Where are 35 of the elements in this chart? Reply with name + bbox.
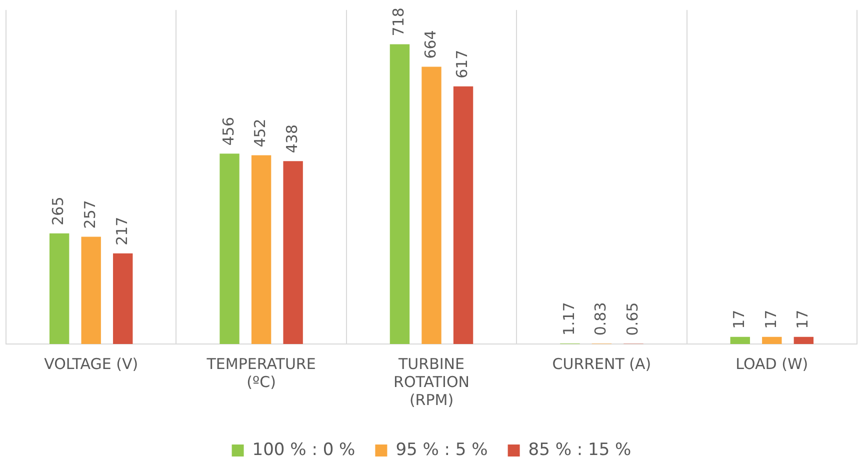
bar <box>49 233 70 344</box>
bar <box>422 66 442 344</box>
data-label: 265 <box>49 196 68 226</box>
bar <box>220 154 240 344</box>
bar <box>390 44 410 344</box>
data-label: 17 <box>794 310 812 329</box>
data-label: 257 <box>80 200 99 229</box>
data-label: 664 <box>421 30 440 59</box>
bar <box>794 336 814 344</box>
data-label: 452 <box>251 118 270 148</box>
legend-label: 95 % : 5 % <box>396 440 488 460</box>
bar <box>251 155 272 344</box>
x-tick-label: VOLTAGE (V) <box>44 354 138 373</box>
data-label: 17 <box>762 310 780 329</box>
data-label: 617 <box>453 50 472 78</box>
x-tick-label: LOAD (W) <box>736 354 808 373</box>
data-label: 0.65 <box>623 302 642 336</box>
x-tick-label: CURRENT (A) <box>552 354 652 373</box>
bar <box>283 161 303 344</box>
bar <box>730 336 750 344</box>
bar <box>113 253 133 344</box>
bar <box>453 86 474 344</box>
x-tick-label: TEMPERATURE (ºC) <box>206 354 316 391</box>
data-label: 0.83 <box>592 302 610 336</box>
data-label: 718 <box>390 8 408 36</box>
x-tick-label: TURBINE ROTATION (RPM) <box>394 354 470 409</box>
bar <box>81 236 101 344</box>
bar <box>762 336 782 344</box>
data-label: 217 <box>112 216 131 246</box>
data-label: 456 <box>219 116 238 146</box>
data-label: 1.17 <box>560 302 578 336</box>
legend-label: 85 % : 15 % <box>528 440 632 460</box>
data-label: 438 <box>282 124 301 154</box>
legend-label: 100 % : 0 % <box>252 440 356 460</box>
data-label: 17 <box>730 310 748 329</box>
